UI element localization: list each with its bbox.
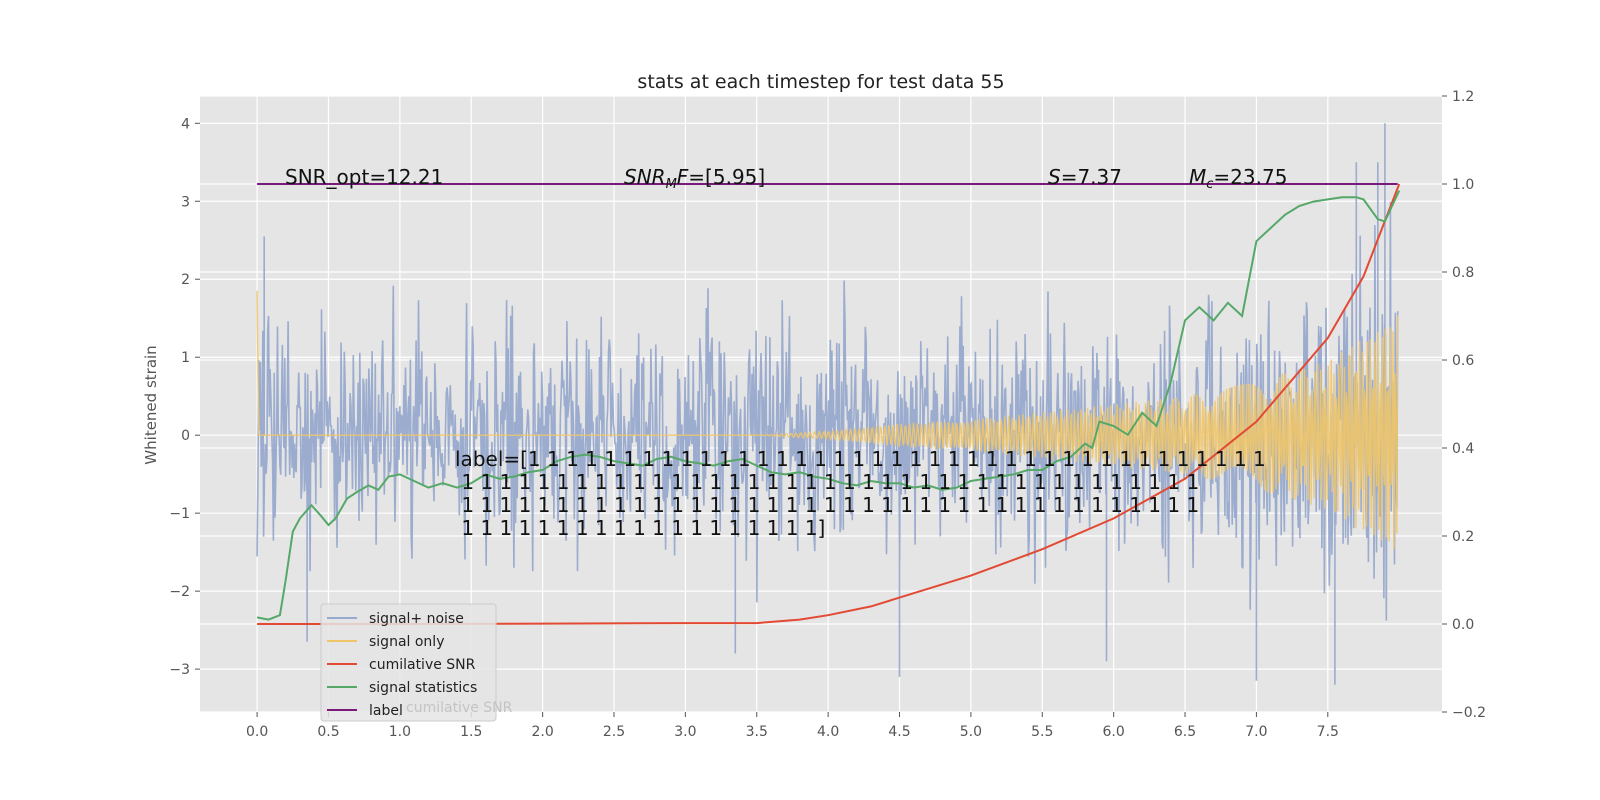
- x-tick-label: 2.0: [531, 724, 553, 740]
- label-line-1: label=[1 1 1 1 1 1 1 1 1 1 1 1 1 1 1 1 1…: [455, 447, 1266, 471]
- x-tick-label: 1.5: [460, 724, 482, 740]
- signal-statistics-line: [256, 190, 1401, 621]
- x-tick-label: 3.0: [674, 724, 696, 740]
- annotations: SNR_opt=12.21 SNRMF=[5.95] S=7.37 Mc=23.…: [285, 165, 1287, 192]
- y-tick-label-right: 0.6: [1452, 353, 1474, 369]
- annotation-s: S=7.37: [1048, 165, 1122, 189]
- legend-label: cumilative SNR: [369, 657, 476, 673]
- legend-label: signal only: [369, 634, 444, 650]
- legend-ghost-text: cumilative SNR: [406, 700, 513, 716]
- x-tick-label: 6.5: [1174, 724, 1196, 740]
- x-tick-label: 6.0: [1103, 724, 1125, 740]
- y-tick-label-right: 0.8: [1452, 265, 1474, 281]
- x-tick-label: 7.5: [1317, 724, 1339, 740]
- y-tick-label-left: 3: [181, 194, 190, 210]
- annotation-snr-mf-sub: M: [666, 177, 677, 192]
- x-tick-label: 2.5: [603, 724, 625, 740]
- annotation-s-value: =7.37: [1061, 165, 1122, 189]
- annotation-snr-opt: SNR_opt=12.21: [285, 165, 443, 189]
- y-tick-label-right: 0.0: [1452, 617, 1474, 633]
- legend-label: label: [369, 703, 403, 719]
- y-tick-label-right: −0.2: [1452, 705, 1486, 721]
- signal-only-line: [256, 290, 1399, 550]
- y-tick-label-left: 2: [181, 272, 190, 288]
- annotation-snr-mf: SNRMF=[5.95]: [624, 165, 765, 192]
- x-tick-label: 5.0: [960, 724, 982, 740]
- y-tick-label-left: 4: [181, 116, 190, 132]
- ticks: 0.0 0.5 1.0 1.5 2.0 2.5 3.0 3.5 4.0 4.5 5.0 5.5 6.0 6…: [169, 89, 1486, 740]
- annotation-snr-mf-f: F: [677, 165, 689, 189]
- annotation-s-symbol: S: [1048, 165, 1061, 189]
- label-line-3: 1 1 1 1 1 1 1 1 1 1 1 1 1 1 1 1 1 1 1 1 …: [455, 493, 1199, 517]
- label-annotation: label=[1 1 1 1 1 1 1 1 1 1 1 1 1 1 1 1 1…: [455, 447, 1266, 540]
- y-tick-label-right: 0.2: [1452, 529, 1474, 545]
- y-tick-label-left: −1: [169, 506, 190, 522]
- x-tick-label: 1.0: [389, 724, 411, 740]
- x-tick-label: 4.0: [817, 724, 839, 740]
- series-signal-noise: [256, 123, 1399, 685]
- x-tick-label: 7.0: [1245, 724, 1267, 740]
- legend: cumilative SNR signal+ noise signal only c…: [320, 603, 513, 722]
- x-tick-label: 0.5: [317, 724, 339, 740]
- x-tick-label: 3.5: [746, 724, 768, 740]
- label-line-2: 1 1 1 1 1 1 1 1 1 1 1 1 1 1 1 1 1 1 1 1 …: [455, 470, 1199, 494]
- x-tick-label: 0.0: [246, 724, 268, 740]
- chart-title: stats at each timestep for test data 55: [637, 71, 1004, 93]
- legend-label: signal statistics: [369, 680, 477, 696]
- annotation-mc-symbol: M: [1189, 165, 1206, 189]
- y-tick-label-left: 1: [181, 350, 190, 366]
- x-tick-label: 5.5: [1031, 724, 1053, 740]
- y-tick-label-left: −2: [169, 584, 190, 600]
- annotation-mc-sub: c: [1206, 177, 1213, 192]
- y-tick-label-left: −3: [169, 662, 190, 678]
- annotation-mc: Mc=23.75: [1189, 165, 1287, 192]
- series-signal-only: [256, 290, 1399, 550]
- y-tick-label-right: 0.4: [1452, 441, 1474, 457]
- legend-items: signal+ noise signal only cumilative SNR si…: [327, 611, 477, 719]
- legend-label: signal+ noise: [369, 611, 464, 627]
- y-tick-label-right: 1.2: [1452, 89, 1474, 105]
- annotation-snr-mf-value: =[5.95]: [688, 165, 765, 189]
- y-axis-label: Whitened strain: [142, 345, 160, 464]
- x-tick-label: 4.5: [888, 724, 910, 740]
- signal-noise-line: [256, 123, 1399, 685]
- label-line-4: 1 1 1 1 1 1 1 1 1 1 1 1 1 1 1 1 1 1 1]: [455, 516, 825, 540]
- y-tick-label-right: 1.0: [1452, 177, 1474, 193]
- cumulative-snr-line: [257, 183, 1401, 625]
- legend-box: [320, 603, 497, 722]
- series-lines: [256, 183, 1401, 625]
- annotation-snr-mf-symbol: SNR: [624, 165, 666, 189]
- annotation-mc-value: =23.75: [1213, 165, 1287, 189]
- y-tick-label-left: 0: [181, 428, 190, 444]
